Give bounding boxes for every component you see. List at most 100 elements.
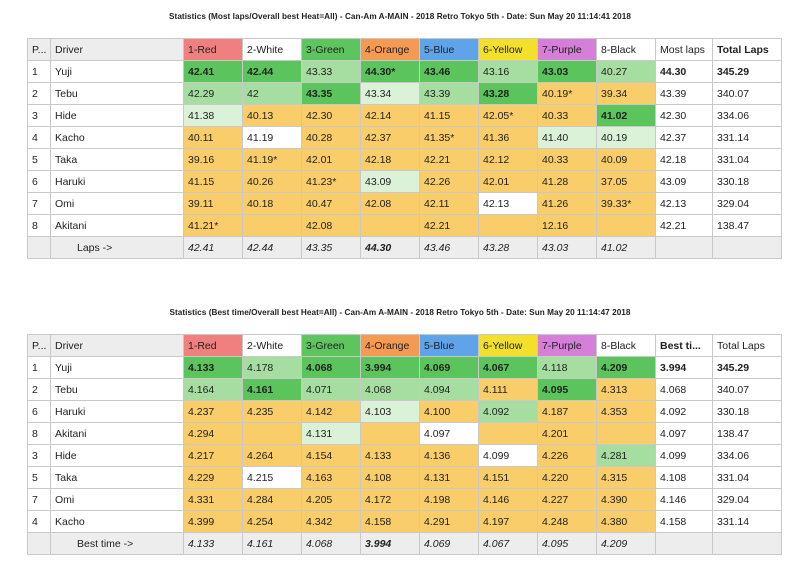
summary-empty-cell: [712, 532, 782, 555]
lap-cell: 41.15: [419, 104, 479, 127]
time-cell: 4.158: [360, 510, 420, 533]
summary-cell: 42.44: [242, 236, 302, 259]
col-header-most-laps[interactable]: Most laps: [655, 38, 713, 61]
table-row: 8 Akitani 41.21* 42.08 42.21 12.16 42.21…: [27, 214, 782, 237]
time-cell: 4.172: [360, 488, 420, 511]
col-header-total-laps[interactable]: Total Laps: [712, 38, 782, 61]
lap-cell: 40.26: [242, 170, 302, 193]
time-cell: 4.092: [478, 400, 538, 423]
lap-cell: 41.21*: [183, 214, 243, 237]
lap-cell: 40.47: [301, 192, 361, 215]
pos-cell: 1: [27, 356, 51, 379]
col-header-white[interactable]: 2-White: [242, 334, 302, 357]
time-cell: 4.284: [242, 488, 302, 511]
col-header-red[interactable]: 1-Red: [183, 334, 243, 357]
lap-cell: 40.27: [596, 60, 656, 83]
lap-cell: 40.19*: [537, 82, 597, 105]
total-laps-cell: 334.06: [712, 104, 782, 127]
total-laps-cell: 329.04: [712, 488, 782, 511]
lap-cell: 41.02: [596, 104, 656, 127]
summary-empty-cell: [655, 236, 713, 259]
lap-cell: 40.28: [301, 126, 361, 149]
col-header-driver[interactable]: Driver: [50, 38, 184, 61]
col-header-black[interactable]: 8-Black: [596, 38, 656, 61]
lap-cell: [596, 214, 656, 237]
time-cell: [360, 422, 420, 445]
col-header-purple[interactable]: 7-Purple: [537, 334, 597, 357]
lap-cell: 41.23*: [301, 170, 361, 193]
lap-cell: 43.46: [419, 60, 479, 83]
pos-cell: 8: [27, 214, 51, 237]
summary-cell: 41.02: [596, 236, 656, 259]
most-laps-cell: 42.21: [655, 214, 713, 237]
table-row: 5 Taka 39.16 41.19* 42.01 42.18 42.21 42…: [27, 148, 782, 171]
table-row: 3 Hide 4.217 4.264 4.154 4.133 4.136 4.0…: [27, 444, 782, 467]
col-header-red[interactable]: 1-Red: [183, 38, 243, 61]
lap-cell: 41.19: [242, 126, 302, 149]
time-cell: 4.103: [360, 400, 420, 423]
total-laps-cell: 340.07: [712, 82, 782, 105]
lap-cell: 43.28: [478, 82, 538, 105]
col-header-white[interactable]: 2-White: [242, 38, 302, 61]
time-cell: 4.068: [360, 378, 420, 401]
lap-cell: 43.03: [537, 60, 597, 83]
col-header-orange[interactable]: 4-Orange: [360, 334, 420, 357]
col-header-driver[interactable]: Driver: [50, 334, 184, 357]
lap-cell: 42.12: [478, 148, 538, 171]
time-cell: 4.215: [242, 466, 302, 489]
time-cell: 4.151: [478, 466, 538, 489]
pos-cell: 8: [27, 422, 51, 445]
col-header-black[interactable]: 8-Black: [596, 334, 656, 357]
col-header-yellow[interactable]: 6-Yellow: [478, 334, 538, 357]
time-cell: 4.099: [478, 444, 538, 467]
table-row: 7 Omi 4.331 4.284 4.205 4.172 4.198 4.14…: [27, 488, 782, 511]
summary-pos-cell: [27, 236, 51, 259]
total-laps-cell: 345.29: [712, 60, 782, 83]
most-laps-cell: 42.30: [655, 104, 713, 127]
total-laps-cell: 331.04: [712, 148, 782, 171]
time-cell: 4.097: [419, 422, 479, 445]
time-cell: 4.399: [183, 510, 243, 533]
col-header-blue[interactable]: 5-Blue: [419, 334, 479, 357]
summary-empty-cell: [712, 236, 782, 259]
lap-cell: 40.11: [183, 126, 243, 149]
col-header-orange[interactable]: 4-Orange: [360, 38, 420, 61]
best-time-cell: 4.068: [655, 378, 713, 401]
lap-cell: 41.38: [183, 104, 243, 127]
col-header-purple[interactable]: 7-Purple: [537, 38, 597, 61]
time-cell: 4.237: [183, 400, 243, 423]
driver-cell: Omi: [50, 192, 184, 215]
time-cell: 4.217: [183, 444, 243, 467]
lap-cell: [242, 214, 302, 237]
summary-cell: 43.03: [537, 236, 597, 259]
time-cell: 4.131: [419, 466, 479, 489]
pos-cell: 5: [27, 466, 51, 489]
summary-cell: 4.069: [419, 532, 479, 555]
col-header-green[interactable]: 3-Green: [301, 38, 361, 61]
lap-cell: 43.16: [478, 60, 538, 83]
pos-cell: 7: [27, 488, 51, 511]
most-laps-cell: 42.37: [655, 126, 713, 149]
col-header-green[interactable]: 3-Green: [301, 334, 361, 357]
lap-cell: 40.33: [537, 148, 597, 171]
col-header-total-laps[interactable]: Total Laps: [712, 334, 782, 357]
col-header-pos[interactable]: P...: [27, 334, 51, 357]
table-row: 4 Kacho 4.399 4.254 4.342 4.158 4.291 4.…: [27, 510, 782, 533]
lap-cell: 41.35*: [419, 126, 479, 149]
col-header-blue[interactable]: 5-Blue: [419, 38, 479, 61]
driver-cell: Tebu: [50, 378, 184, 401]
summary-cell: 4.068: [301, 532, 361, 555]
lap-cell: 43.34: [360, 82, 420, 105]
table-row: 7 Omi 39.11 40.18 40.47 42.08 42.11 42.1…: [27, 192, 782, 215]
col-header-yellow[interactable]: 6-Yellow: [478, 38, 538, 61]
col-header-best-time[interactable]: Best ti...: [655, 334, 713, 357]
time-cell: 4.226: [537, 444, 597, 467]
lap-cell: 42.08: [301, 214, 361, 237]
time-cell: 4.067: [478, 356, 538, 379]
lap-cell: 42.30: [301, 104, 361, 127]
time-cell: 4.205: [301, 488, 361, 511]
lap-cell: 42.05*: [478, 104, 538, 127]
time-cell: 4.133: [360, 444, 420, 467]
col-header-pos[interactable]: P...: [27, 38, 51, 61]
summary-empty-cell: [655, 532, 713, 555]
